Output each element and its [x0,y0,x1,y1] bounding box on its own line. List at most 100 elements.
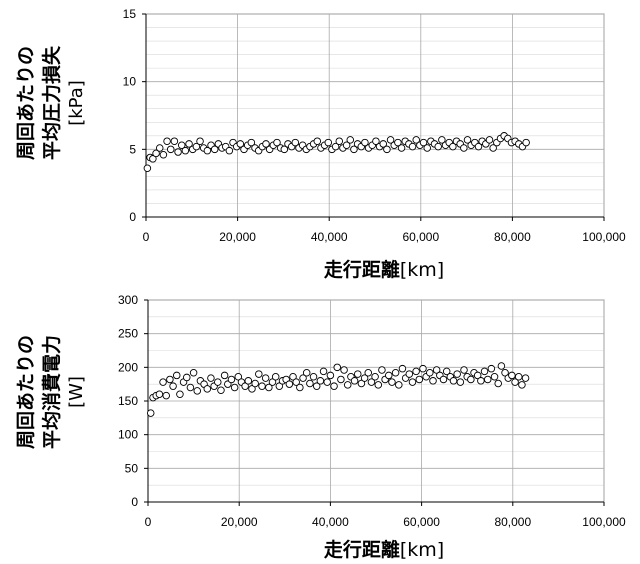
power-data-point [405,370,414,378]
power-data-point [261,374,270,382]
pressure-data-point [273,138,281,147]
power-data-point [326,371,335,380]
power-data-point [337,375,345,384]
power-data-point [302,368,311,377]
power-data-point [449,377,458,385]
pressure-data-point [192,142,201,151]
power-x-tick-label: 0 [145,515,152,529]
power-data-point [453,370,461,378]
power-data-point [442,367,451,376]
power-data-point [467,375,475,384]
power-data-point [378,366,386,374]
pressure-data-point [485,136,494,144]
power-data-point [350,377,359,385]
pressure-data-point [166,145,175,154]
power-data-point [323,378,331,386]
power-data-point [220,371,229,380]
pressure-x-tick-label: 100,000 [582,230,626,244]
power-data-point [429,377,437,385]
pressure-data-point [185,140,193,148]
power-data-point [248,385,256,393]
power-data-point [371,373,379,381]
power-data-point [367,378,376,386]
power-data-point [480,367,489,376]
power-data-point [487,364,496,373]
power-data-point [189,368,198,377]
pressure-data-point [397,144,406,152]
pressure-data-point [331,142,340,151]
power-x-tick-label: 40,000 [312,515,349,529]
power-data-point [456,378,465,386]
power-x-tick-label: 80,000 [494,515,531,529]
pressure-y-axis-label-line1: 周回あたりの [15,46,37,160]
pressure-points [143,132,530,173]
pressure-x-tick-label: 20,000 [219,230,256,244]
power-data-point [275,382,284,390]
power-data-point [155,390,164,399]
power-data-point [268,378,277,386]
power-data-point [460,366,468,374]
power-data-point [183,373,191,382]
power-data-point [162,391,170,400]
power-data-point [354,370,362,378]
pressure-data-point [412,136,420,144]
power-data-point [395,381,403,389]
pressure-y-tick-label: 5 [129,142,136,156]
power-x-tick-label: 20,000 [221,515,258,529]
power-data-point [176,390,184,399]
power-data-point [186,383,195,392]
power-data-point [483,375,492,384]
chart-pressure-loss: 0 5 10 15 0 20,000 40,000 60,000 80,000 100,000 走… [15,7,626,281]
power-ticks: 0 50 100 150 200 250 300 0 20,000 40,000 60,000 80,… [118,293,626,529]
power-data-point [309,373,318,381]
power-x-tick-label: 100,000 [582,515,626,529]
pressure-y-tick-label: 0 [129,210,136,224]
power-data-point [374,381,383,389]
pressure-axes [142,13,605,221]
chart-power-consumption: 0 50 100 150 200 250 300 0 20,000 40,000 60,000 80,… [15,293,626,561]
pressure-grid [145,13,605,218]
pressure-data-point [163,137,171,145]
pressure-data-point [386,136,395,144]
power-data-point [391,368,400,377]
pressure-data-point [342,141,351,150]
power-y-tick-label: 200 [118,360,138,374]
pressure-data-point [423,144,431,152]
power-data-point [251,379,259,388]
pressure-data-point [383,145,391,154]
power-data-point [340,366,348,374]
power-data-point [241,382,249,390]
pressure-data-point [449,142,457,151]
power-y-tick-label: 250 [118,327,138,341]
power-data-point [333,363,341,372]
pressure-data-point [474,142,483,151]
power-data-point [193,387,201,395]
power-data-point [398,364,407,373]
power-data-point [385,371,393,380]
power-data-point [490,373,499,381]
power-data-point [364,368,372,377]
pressure-y-axis-unit: [kPa] [66,80,87,126]
power-data-point [230,383,239,392]
pressure-data-point [460,144,468,152]
power-data-point [289,373,297,381]
power-data-point [508,371,516,380]
power-data-point [426,368,434,377]
power-data-point [271,373,280,381]
pressure-data-point [394,138,402,147]
power-data-point [146,409,155,417]
power-data-point [306,379,314,388]
power-data-point [316,377,325,385]
power-y-axis-label-line2: 平均消費電力 [40,335,63,449]
power-data-point [518,381,526,389]
pressure-x-tick-label: 40,000 [311,230,348,244]
power-data-point [172,371,181,380]
power-data-point [319,367,328,376]
pressure-data-point [489,144,497,152]
pressure-data-point [335,137,344,145]
pressure-data-point [203,146,212,155]
pressure-data-point [350,145,358,154]
power-axes [144,299,605,506]
power-data-point [360,374,369,382]
